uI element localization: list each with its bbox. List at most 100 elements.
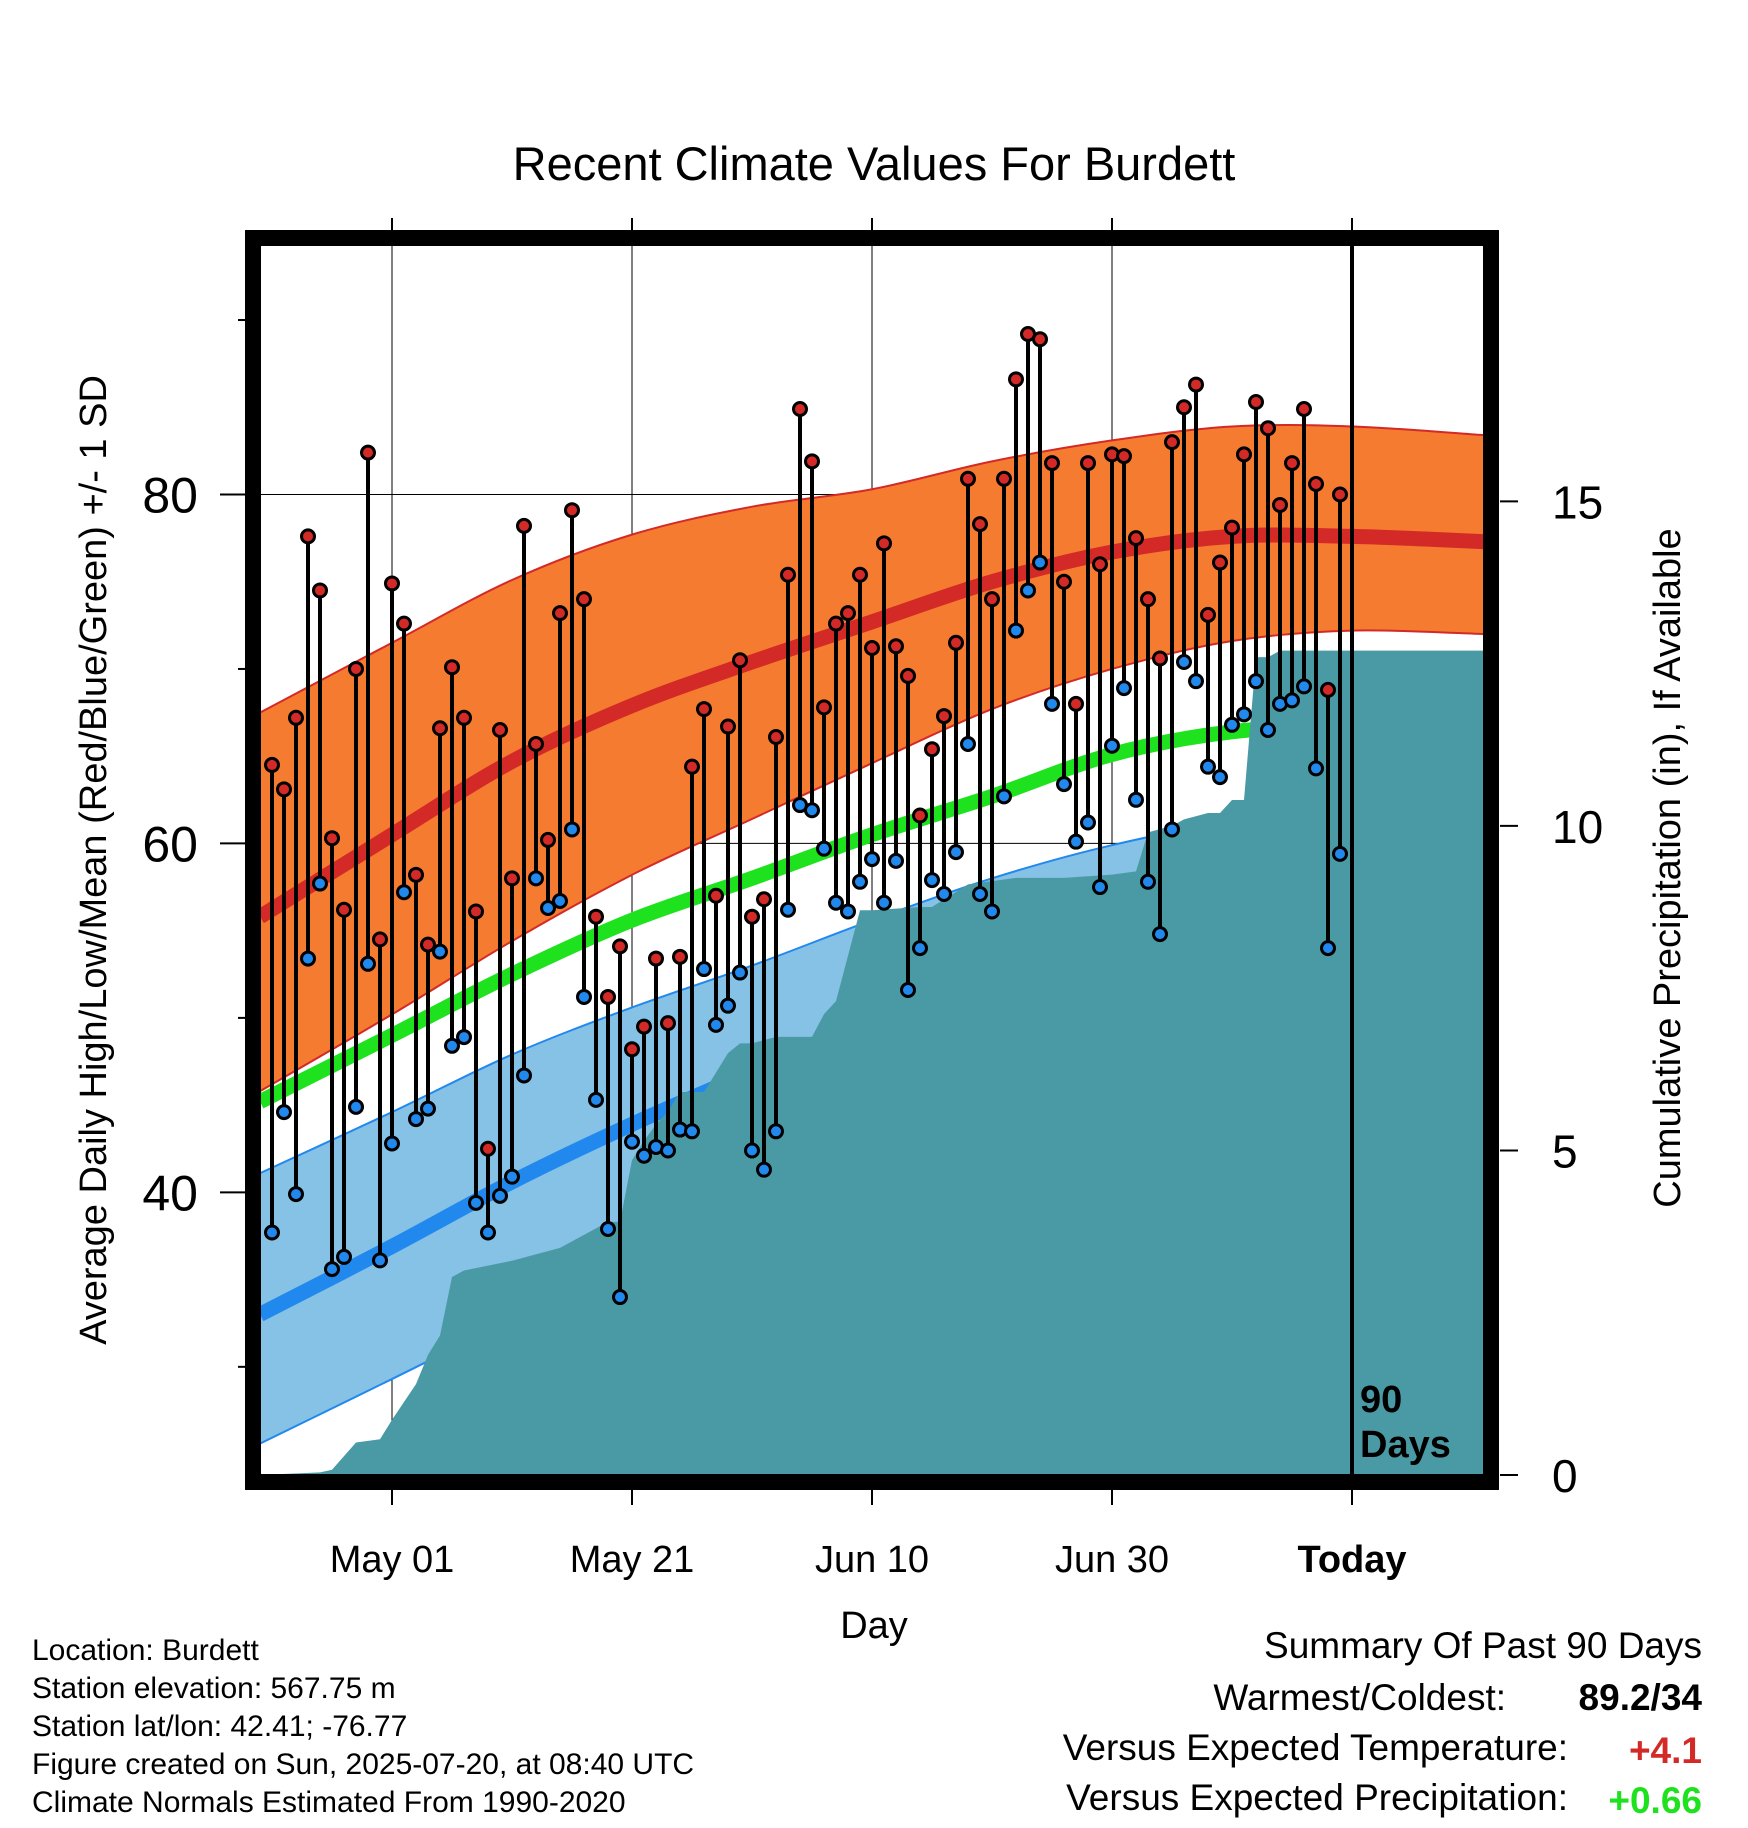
- daily-high-point: [1140, 591, 1156, 608]
- daily-high-point: [1308, 476, 1324, 493]
- daily-low-point: [312, 875, 328, 892]
- daily-low-point: [276, 1104, 292, 1121]
- daily-high-point: [1320, 681, 1336, 698]
- daily-high-point: [888, 638, 904, 655]
- daily-low-point: [564, 821, 580, 838]
- daily-low-point: [1200, 758, 1216, 775]
- daily-low-point: [1032, 554, 1048, 571]
- daily-low-point: [1104, 737, 1120, 754]
- daily-low-point: [1188, 673, 1204, 690]
- daily-low-point: [324, 1261, 340, 1278]
- daily-low-point: [624, 1133, 640, 1150]
- daily-high-point: [432, 720, 448, 737]
- daily-low-point: [1164, 821, 1180, 838]
- daily-low-point: [540, 899, 556, 916]
- daily-low-point: [576, 988, 592, 1005]
- daily-low-point: [600, 1221, 616, 1237]
- daily-high-point: [624, 1041, 640, 1058]
- daily-low-point: [804, 802, 820, 819]
- daily-high-point: [396, 615, 412, 632]
- daily-low-point: [372, 1252, 388, 1269]
- daily-low-point: [840, 903, 856, 920]
- daily-high-point: [612, 938, 628, 955]
- plot-frame: [245, 230, 1499, 1490]
- y2-tick-label: 10: [1552, 801, 1603, 853]
- daily-high-point: [516, 517, 532, 534]
- daily-low-point: [1020, 582, 1036, 599]
- daily-low-point: [516, 1067, 532, 1084]
- daily-low-point: [384, 1135, 400, 1152]
- daily-high-point: [1068, 695, 1084, 712]
- daily-high-point: [492, 722, 508, 739]
- summary-temp-value: +4.1: [1628, 1730, 1702, 1771]
- daily-low-point: [1296, 678, 1312, 695]
- daily-high-point: [804, 453, 820, 470]
- daily-high-point: [972, 516, 988, 533]
- daily-high-point: [1164, 434, 1180, 451]
- x-tick-label: Jun 30: [1055, 1539, 1169, 1581]
- daily-high-point: [828, 615, 844, 632]
- plot-area: [260, 245, 1484, 1475]
- today-days-label: 90: [1360, 1379, 1402, 1421]
- daily-high-point: [1044, 455, 1060, 472]
- x-tick-label: May 21: [570, 1539, 695, 1581]
- daily-low-point: [1260, 722, 1276, 739]
- daily-high-point: [576, 591, 592, 608]
- daily-high-point: [372, 931, 388, 948]
- daily-high-point: [948, 634, 964, 651]
- daily-high-point: [336, 901, 352, 918]
- daily-low-point: [444, 1037, 460, 1054]
- daily-low-point: [984, 903, 1000, 920]
- daily-low-point: [888, 852, 904, 869]
- daily-high-point: [468, 903, 484, 920]
- daily-low-point: [504, 1168, 520, 1185]
- daily-low-point: [900, 981, 916, 998]
- daily-high-point: [816, 699, 832, 716]
- daily-low-point: [696, 961, 712, 978]
- daily-low-point: [1116, 680, 1132, 697]
- daily-low-point: [408, 1111, 424, 1128]
- daily-high-point: [780, 566, 796, 583]
- daily-low-point: [288, 1186, 304, 1203]
- daily-high-point: [984, 591, 1000, 608]
- daily-high-point: [696, 701, 712, 718]
- daily-low-point: [948, 844, 964, 861]
- chart-title: Recent Climate Values For Burdett: [513, 137, 1236, 190]
- summary-warmest-coldest-label: Warmest/Coldest:: [1213, 1677, 1506, 1718]
- daily-low-point: [1008, 622, 1024, 639]
- daily-high-point: [480, 1140, 496, 1157]
- daily-high-point: [1116, 448, 1132, 465]
- daily-high-point: [348, 660, 364, 677]
- daily-high-point: [768, 729, 784, 745]
- daily-high-point: [1008, 371, 1024, 388]
- daily-high-point: [648, 950, 664, 967]
- daily-high-point: [276, 781, 292, 798]
- daily-high-point: [456, 709, 472, 726]
- x-tick-label: Jun 10: [815, 1539, 929, 1581]
- daily-high-point: [264, 756, 280, 773]
- daily-low-point: [936, 886, 952, 903]
- y-tick-label: 40: [142, 1165, 198, 1221]
- daily-low-point: [732, 964, 748, 981]
- daily-low-point: [816, 840, 832, 857]
- info-location: Location: Burdett: [32, 1634, 259, 1667]
- daily-low-point: [1056, 776, 1072, 793]
- daily-low-point: [1140, 873, 1156, 890]
- daily-low-point: [972, 886, 988, 903]
- daily-high-point: [756, 891, 772, 908]
- y-tick-label: 60: [142, 816, 198, 872]
- daily-high-point: [720, 718, 736, 735]
- daily-low-point: [1212, 769, 1228, 786]
- daily-low-point: [780, 901, 796, 918]
- daily-high-point: [732, 652, 748, 669]
- y2-tick-label: 15: [1552, 476, 1603, 528]
- daily-low-point: [336, 1248, 352, 1265]
- daily-high-point: [564, 502, 580, 519]
- daily-high-point: [936, 708, 952, 725]
- daily-low-point: [480, 1224, 496, 1241]
- info-latlon: Station lat/lon: 42.41; -76.77: [32, 1710, 408, 1743]
- daily-high-point: [444, 659, 460, 676]
- daily-low-point: [1248, 673, 1264, 690]
- daily-low-point: [1224, 716, 1240, 733]
